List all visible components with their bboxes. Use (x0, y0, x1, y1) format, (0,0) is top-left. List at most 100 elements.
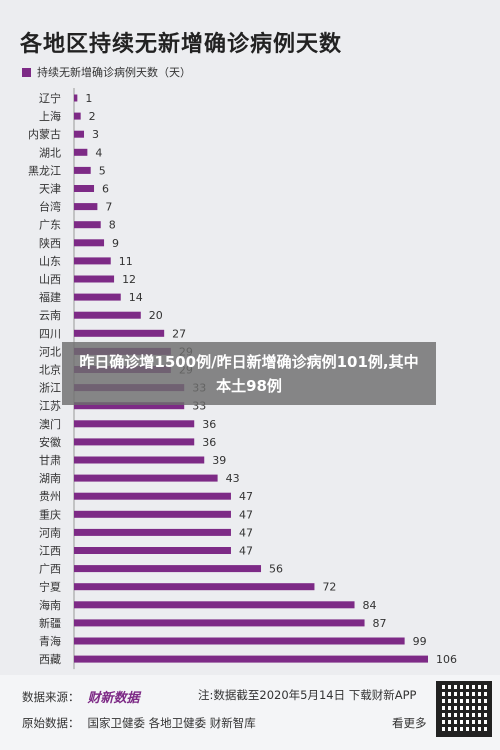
bar (74, 601, 355, 609)
bar-chart: 辽宁 1 上海 2 内蒙古 3 湖北 4 黑龙江 5 天津 6 台湾 7 广东 8 陕西 9 山东 11 山西 12 福建 1… (28, 88, 457, 670)
chart-title: 各地区持续无新增确诊病例天数 (20, 32, 343, 57)
category-label: 广东 (39, 219, 61, 232)
category-label: 云南 (39, 309, 61, 322)
category-label: 山西 (39, 273, 61, 286)
value-label: 12 (122, 273, 136, 286)
category-label: 新疆 (39, 616, 61, 630)
category-label: 陕西 (39, 236, 61, 250)
category-label: 浙江 (39, 382, 61, 395)
legend: 持续无新增确诊病例天数（天） (22, 64, 191, 80)
value-label: 99 (413, 635, 427, 648)
bar (74, 637, 405, 645)
caixin-data-logo: 财新数据 (87, 691, 140, 706)
category-label: 上海 (39, 109, 61, 123)
value-label: 43 (226, 472, 240, 485)
bar (74, 329, 165, 337)
category-label: 甘肃 (39, 454, 61, 467)
raw-source-row: 原始数据： 国家卫健委 各地卫健委 财新智库 (22, 715, 256, 731)
caption-text: 昨日确诊增1500例/昨日新增确诊病例101例,其中本土98例 (79, 352, 419, 395)
bar (74, 655, 428, 663)
bar (74, 402, 185, 410)
footer: 数据来源： 财新数据 注:数据截至2020年5月14日 下载财新APP 原始数据… (0, 675, 500, 750)
value-label: 5 (99, 164, 106, 177)
category-label: 青海 (39, 634, 61, 648)
legend-label: 持续无新增确诊病例天数（天） (37, 66, 191, 79)
category-label: 海南 (39, 598, 61, 612)
bar (74, 528, 231, 536)
category-label: 河北 (39, 345, 61, 358)
bar (74, 565, 262, 573)
value-label: 106 (436, 653, 457, 666)
bar (74, 275, 115, 283)
value-label: 14 (129, 291, 143, 304)
bar (74, 510, 231, 518)
bar (74, 619, 365, 627)
value-label: 47 (239, 545, 253, 558)
bar (74, 148, 88, 156)
bar (74, 474, 218, 482)
bar (74, 94, 78, 102)
category-label: 台湾 (39, 200, 61, 214)
bar (74, 257, 111, 265)
category-label: 北京 (39, 363, 61, 377)
bar (74, 203, 98, 211)
value-label: 6 (102, 183, 109, 196)
qr-code-icon[interactable] (436, 681, 492, 737)
category-label: 澳门 (39, 417, 61, 431)
value-label: 4 (95, 146, 102, 159)
value-label: 3 (92, 128, 99, 141)
value-label: 27 (172, 327, 186, 340)
category-label: 福建 (39, 290, 61, 304)
legend-swatch (22, 67, 31, 77)
value-label: 47 (239, 526, 253, 539)
value-label: 20 (149, 309, 163, 322)
value-label: 72 (322, 581, 336, 594)
qr-hint: 看更多 (392, 716, 427, 730)
category-label: 重庆 (39, 507, 61, 521)
category-label: 内蒙古 (28, 127, 61, 141)
bar (74, 583, 315, 591)
value-label: 47 (239, 490, 253, 503)
category-label: 湖北 (39, 146, 61, 159)
value-label: 36 (202, 436, 216, 449)
source-label: 数据来源： (22, 689, 80, 704)
value-label: 39 (212, 454, 226, 467)
bar (74, 547, 231, 554)
value-label: 8 (109, 219, 116, 232)
category-label: 西藏 (39, 653, 61, 666)
bar (74, 166, 91, 174)
category-label: 山东 (39, 255, 61, 268)
category-label: 贵州 (39, 490, 61, 503)
value-label: 11 (119, 255, 133, 268)
value-label: 1 (85, 92, 92, 105)
category-label: 广西 (39, 563, 61, 576)
category-label: 宁夏 (39, 580, 61, 594)
bar (74, 185, 95, 192)
value-label: 36 (202, 418, 216, 431)
value-label: 87 (373, 617, 387, 630)
value-label: 84 (363, 599, 377, 612)
category-label: 江苏 (39, 400, 61, 413)
value-label: 56 (269, 563, 283, 576)
bar (74, 112, 81, 120)
value-label: 9 (112, 237, 119, 250)
bar (74, 492, 231, 500)
bar (74, 438, 195, 446)
category-label: 湖南 (39, 472, 61, 485)
bar (74, 239, 105, 247)
bar (74, 221, 101, 229)
value-label: 7 (105, 201, 112, 214)
category-label: 辽宁 (39, 91, 61, 105)
value-label: 47 (239, 508, 253, 521)
bar (74, 293, 121, 301)
caption-overlay: 昨日确诊增1500例/昨日新增确诊病例101例,其中本土98例 (62, 342, 436, 405)
category-label: 四川 (39, 327, 61, 340)
category-label: 江西 (39, 545, 61, 558)
bar (74, 456, 205, 464)
date-note: 注:数据截至2020年5月14日 下载财新APP (198, 688, 417, 702)
category-label: 天津 (39, 183, 61, 196)
bar (74, 130, 85, 138)
source-row: 数据来源： 财新数据 (22, 687, 140, 707)
bar (74, 311, 141, 319)
category-label: 安徽 (39, 435, 61, 449)
